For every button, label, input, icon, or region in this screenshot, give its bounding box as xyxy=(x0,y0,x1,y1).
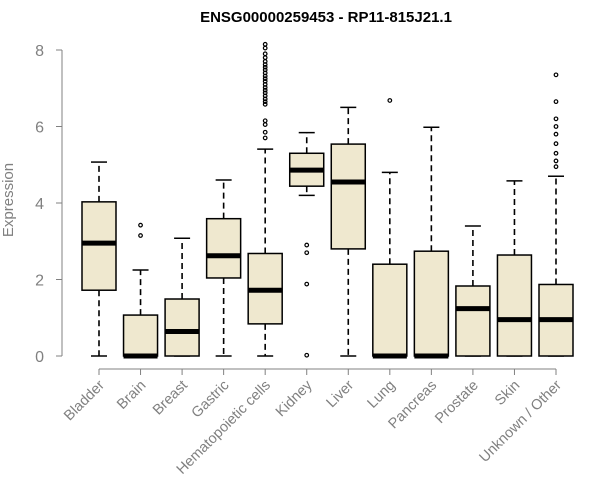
x-tick-label: Breast xyxy=(150,378,191,419)
box-group xyxy=(81,161,117,357)
outlier-point xyxy=(304,281,310,287)
outlier-point xyxy=(553,124,559,129)
outlier-point xyxy=(553,99,559,105)
outlier-point xyxy=(387,98,393,103)
outlier-point xyxy=(138,222,143,228)
box-group xyxy=(538,72,574,357)
box-group xyxy=(247,41,283,357)
y-axis-label: Expression xyxy=(0,163,17,237)
outlier-point xyxy=(262,101,268,107)
box-group xyxy=(413,126,450,359)
iqr-box xyxy=(122,314,159,357)
iqr-box xyxy=(330,143,367,250)
y-tick-label: 6 xyxy=(35,120,44,137)
outlier-point xyxy=(304,242,310,248)
outlier-point xyxy=(262,135,268,141)
outlier-point xyxy=(262,41,268,47)
box-group xyxy=(372,98,408,359)
outlier-point xyxy=(553,72,559,78)
box-group xyxy=(496,180,533,357)
outlier-point xyxy=(553,131,559,137)
y-tick-label: 0 xyxy=(35,349,44,366)
box-group xyxy=(455,225,491,357)
iqr-box xyxy=(164,298,200,357)
outlier-point xyxy=(262,78,268,84)
box-group xyxy=(164,237,200,357)
outlier-point xyxy=(553,158,559,164)
box-group xyxy=(122,222,159,359)
x-tick-label: Brain xyxy=(114,378,149,413)
y-tick-label: 2 xyxy=(35,273,44,290)
iqr-box xyxy=(496,254,533,357)
outlier-point xyxy=(553,116,559,122)
outlier-point xyxy=(262,51,268,57)
outlier-point xyxy=(553,141,559,147)
outlier-point xyxy=(262,118,268,124)
outlier-point xyxy=(304,352,310,358)
y-axis: 0 2 4 6 8 xyxy=(35,43,63,366)
box-group xyxy=(205,179,242,357)
boxes xyxy=(81,41,574,359)
x-tick-label: Bladder xyxy=(61,377,108,424)
x-tick-label: Liver xyxy=(324,377,358,411)
outlier-point xyxy=(262,122,268,127)
outlier-point xyxy=(262,87,268,93)
outlier-point xyxy=(262,99,268,105)
box-group xyxy=(288,131,325,358)
x-tick-label: Prostate xyxy=(432,378,481,427)
y-tick-label: 8 xyxy=(35,43,44,60)
x-tick-label: Kidney xyxy=(273,377,316,420)
iqr-box xyxy=(413,250,450,357)
outlier-point xyxy=(262,67,268,73)
outlier-point xyxy=(553,164,559,170)
iqr-box xyxy=(372,263,408,357)
iqr-box xyxy=(81,201,117,291)
outlier-point xyxy=(304,250,310,256)
outlier-point xyxy=(262,59,268,64)
outlier-point xyxy=(553,150,559,156)
outlier-point xyxy=(262,90,268,96)
outlier-point xyxy=(262,55,268,61)
iqr-box xyxy=(455,285,491,357)
x-tick-label: Skin xyxy=(492,378,523,409)
iqr-box xyxy=(205,217,242,279)
x-tick-label: Lung xyxy=(365,378,399,412)
y-tick-label: 4 xyxy=(35,196,44,213)
outlier-point xyxy=(262,129,268,135)
outlier-point xyxy=(138,233,143,238)
box-group xyxy=(330,106,367,357)
outlier-point xyxy=(262,64,268,70)
outlier-point xyxy=(262,45,268,51)
outlier-point xyxy=(262,76,268,82)
chart-title: ENSG00000259453 - RP11-815J21.1 xyxy=(200,9,452,26)
